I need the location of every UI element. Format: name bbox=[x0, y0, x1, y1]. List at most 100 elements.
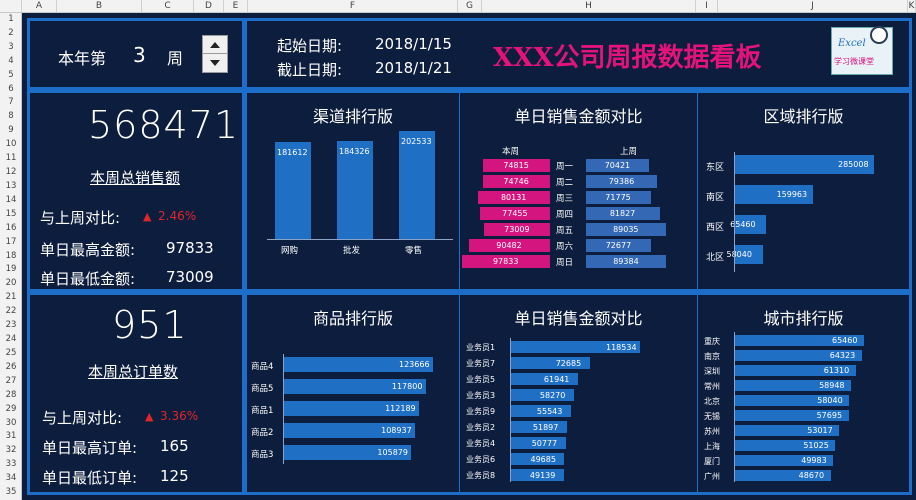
row-header-cell[interactable]: 29 bbox=[5, 403, 17, 414]
chart-title: 单日销售金额对比 bbox=[514, 107, 643, 126]
channel-bar-value: 181612 bbox=[277, 148, 308, 158]
channel-bar bbox=[337, 140, 373, 239]
row-header-cell[interactable]: 3 bbox=[8, 41, 14, 52]
sales-compare-label: 与上周对比: bbox=[40, 209, 121, 227]
city-bar-value: 61310 bbox=[823, 366, 850, 375]
row-header-cell[interactable]: 15 bbox=[5, 208, 17, 219]
row-header-cell[interactable]: 12 bbox=[5, 167, 17, 178]
region-chart: 区域排行版 东区 285008 南区 159963 西区 65460 北区 58040 bbox=[698, 93, 909, 289]
panel-divider bbox=[459, 93, 460, 289]
spin-up-button[interactable] bbox=[203, 36, 227, 54]
column-header-cell[interactable]: J bbox=[718, 0, 908, 13]
row-header-cell[interactable]: 18 bbox=[5, 250, 17, 261]
product-category-label: 商品4 bbox=[251, 361, 274, 372]
salesperson-chart: 单日销售金额对比 业务员1 118534 业务员7 72685 业务员5 61941 业务员3… bbox=[460, 295, 697, 492]
region-axis-line bbox=[734, 152, 735, 272]
chart-title: 单日销售金额对比 bbox=[514, 309, 643, 328]
channel-chart: 渠道排行版 181612 网购 184326 批发 202533 零售 bbox=[247, 93, 459, 289]
salesperson-category-label: 业务员1 bbox=[466, 343, 496, 352]
row-header-cell[interactable]: 2 bbox=[8, 27, 14, 38]
salesperson-category-label: 业务员9 bbox=[466, 407, 496, 416]
column-header-cell[interactable]: G bbox=[458, 0, 482, 13]
row-header-cell[interactable]: 24 bbox=[5, 334, 17, 345]
magnifier-icon bbox=[870, 26, 888, 44]
this-week-value: 90482 bbox=[496, 241, 522, 250]
product-bar bbox=[283, 445, 412, 460]
row-header-cell[interactable]: 9 bbox=[8, 125, 14, 136]
product-bar bbox=[283, 423, 416, 438]
city-category-label: 无锡 bbox=[704, 411, 720, 421]
column-header-cell[interactable]: E bbox=[224, 0, 248, 13]
salesperson-bar-value: 49685 bbox=[530, 454, 556, 464]
row-header-cell[interactable]: 19 bbox=[5, 264, 17, 275]
panel-divider bbox=[697, 295, 698, 492]
column-header-cell[interactable]: K bbox=[908, 0, 916, 13]
row-header-cell[interactable]: 7 bbox=[8, 97, 14, 108]
city-bar-value: 53017 bbox=[807, 426, 833, 435]
row-header-cell[interactable]: 10 bbox=[5, 139, 17, 150]
this-week-bar bbox=[477, 191, 550, 204]
city-bar bbox=[734, 380, 852, 391]
salesperson-category-label: 业务员5 bbox=[466, 375, 496, 384]
column-header-cell[interactable]: I bbox=[696, 0, 718, 13]
row-header-cell[interactable]: 11 bbox=[5, 153, 17, 164]
row-header-cell[interactable]: 8 bbox=[8, 111, 14, 122]
this-week-bar bbox=[482, 175, 550, 188]
spin-down-button[interactable] bbox=[203, 54, 227, 72]
column-header-cell[interactable]: F bbox=[248, 0, 458, 13]
row-header-cell[interactable]: 25 bbox=[5, 347, 17, 358]
up-arrow-icon: ▲ bbox=[145, 410, 154, 423]
column-header-cell[interactable]: C bbox=[142, 0, 194, 13]
row-header-cell[interactable]: 34 bbox=[5, 473, 17, 484]
salesperson-category-label: 业务员4 bbox=[466, 439, 496, 448]
row-header-cell[interactable]: 16 bbox=[5, 222, 17, 233]
column-header-cell[interactable]: A bbox=[22, 0, 57, 13]
header-panel: 起始日期: 2018/1/15 截止日期: 2018/1/21 XXX公司周报数… bbox=[244, 18, 912, 90]
last-week-value: 89384 bbox=[613, 257, 639, 266]
city-category-label: 常州 bbox=[704, 381, 720, 391]
week-selector-panel: 本年第 3 周 bbox=[27, 18, 245, 90]
column-header-cell[interactable]: D bbox=[194, 0, 224, 13]
row-header-cell[interactable]: 31 bbox=[5, 431, 17, 442]
row-header-cell[interactable]: 33 bbox=[5, 459, 17, 470]
row-header-cell[interactable]: 22 bbox=[5, 306, 17, 317]
salesperson-bar bbox=[510, 373, 578, 385]
row-header-cell[interactable]: 30 bbox=[5, 417, 17, 428]
row-header-cell[interactable]: 20 bbox=[5, 278, 17, 289]
channel-bar-value: 184326 bbox=[339, 146, 370, 156]
this-week-value: 80131 bbox=[500, 193, 527, 202]
row-header-cell[interactable]: 6 bbox=[8, 83, 14, 94]
week-number: 3 bbox=[133, 43, 146, 67]
row-header-cell[interactable]: 27 bbox=[5, 375, 17, 386]
city-bar bbox=[734, 365, 856, 376]
column-header-cell[interactable] bbox=[0, 0, 22, 13]
city-axis-line bbox=[734, 332, 735, 482]
row-header-cell[interactable]: 28 bbox=[5, 389, 17, 400]
orders-compare-value: 3.36% bbox=[160, 409, 199, 423]
row-header-cell[interactable]: 21 bbox=[5, 292, 17, 303]
row-header-cell[interactable]: 14 bbox=[5, 194, 17, 205]
row-header-cell[interactable]: 4 bbox=[8, 55, 14, 66]
row-header-cell[interactable]: 26 bbox=[5, 361, 17, 372]
salesperson-bar-value: 49139 bbox=[529, 470, 556, 480]
product-category-label: 商品2 bbox=[251, 427, 274, 438]
column-header-cell[interactable]: B bbox=[57, 0, 142, 13]
row-header-cell[interactable]: 32 bbox=[5, 445, 17, 456]
region-category-label: 北区 bbox=[706, 252, 725, 263]
x-axis-line bbox=[267, 239, 453, 240]
dashboard-board: 本年第 3 周 起始日期: 2018/1/15 截止日期: 2018/1/21 … bbox=[22, 13, 916, 500]
legend-last-week: 上周 bbox=[620, 147, 638, 157]
row-header-cell[interactable]: 13 bbox=[5, 180, 17, 191]
product-bar-value: 123666 bbox=[399, 360, 430, 369]
row-header-cell[interactable]: 35 bbox=[5, 487, 17, 498]
sales-charts-panel: 渠道排行版 181612 网购 184326 批发 202533 零售 单日销售金额对比 本周 上… bbox=[244, 90, 912, 292]
row-header-cell[interactable]: 5 bbox=[8, 69, 14, 80]
row-header-cell[interactable]: 23 bbox=[5, 320, 17, 331]
city-bar-value: 48670 bbox=[798, 471, 825, 480]
column-header-cell[interactable]: H bbox=[482, 0, 696, 13]
row-header-bar: 1 2 3 4 5 6 7 8 9 10 11 12 13 14 15 16 17 18 19 20 21 22 23 24 2… bbox=[0, 13, 22, 500]
row-header-cell[interactable]: 17 bbox=[5, 236, 17, 247]
week-spinner[interactable] bbox=[202, 35, 228, 73]
row-header-cell[interactable]: 1 bbox=[8, 14, 14, 24]
